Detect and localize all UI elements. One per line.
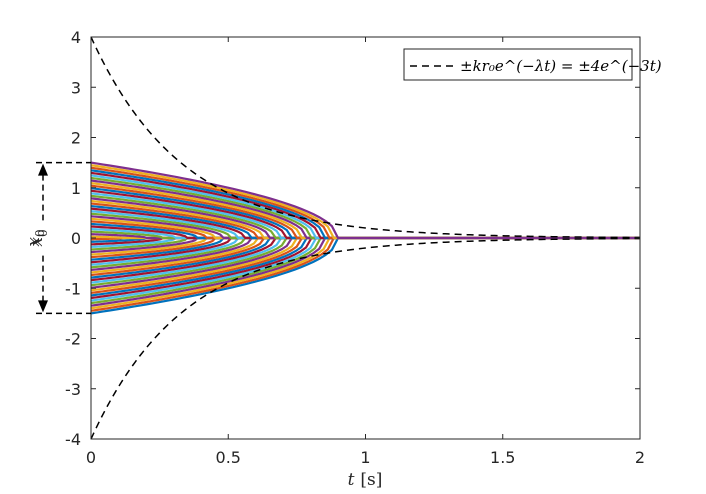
- trajectory-line: [91, 192, 640, 240]
- legend: ±kr₀e^(−λt) = ±4e^(−3t): [403, 48, 662, 81]
- y-tick-label: 0: [71, 229, 81, 248]
- y-tick-label: 3: [71, 78, 81, 97]
- x-tick-label: 0: [86, 448, 96, 467]
- trajectory-line: [91, 225, 640, 240]
- trajectory-line: [91, 210, 640, 240]
- trajectory-line: [91, 236, 640, 287]
- trajectory-line: [91, 204, 640, 240]
- trajectory-line: [91, 236, 640, 251]
- x-tick-label: 1.5: [490, 448, 515, 467]
- trajectory-line: [91, 236, 640, 300]
- envelope-upper-line: [91, 37, 640, 239]
- legend-box: [403, 48, 633, 81]
- y-tick-label: -1: [65, 279, 81, 298]
- trajectory-line: [91, 220, 640, 240]
- trajectory-line: [91, 236, 640, 295]
- trajectory-line: [91, 236, 640, 289]
- x0-range-annotation: x0: [24, 161, 91, 315]
- trajectory-line: [91, 176, 640, 240]
- trajectory-line: [91, 179, 640, 240]
- x0-arrowhead-up: [38, 163, 48, 176]
- trajectory-line: [91, 236, 640, 284]
- trajectory-line: [91, 161, 640, 240]
- y-tick-label: -4: [65, 430, 81, 449]
- trajectory-line: [91, 233, 640, 240]
- trajectory-line: [91, 236, 640, 264]
- trajectory-line: [91, 207, 640, 240]
- trajectory-line: [91, 197, 640, 240]
- y-tick-label: 1: [71, 179, 81, 198]
- trajectory-line: [91, 236, 640, 259]
- trajectory-line: [91, 236, 640, 269]
- trajectory-line: [91, 215, 640, 240]
- trajectory-line: [91, 174, 640, 240]
- trajectory-line: [91, 181, 640, 240]
- trajectory-line: [91, 236, 640, 254]
- trajectory-line: [91, 236, 640, 279]
- trajectory-line: [91, 236, 640, 277]
- trajectory-line: [91, 236, 640, 305]
- trajectory-line: [91, 202, 640, 240]
- trajectory-group: [91, 161, 640, 315]
- trajectory-line: [91, 199, 640, 240]
- trajectory-line: [91, 236, 640, 302]
- trajectory-line: [91, 236, 640, 249]
- x0-arrowhead-down: [38, 300, 48, 313]
- axis-ticks: 0 0.5 1 1.5 2 4 3 2 1 0 -1 -2 -3 -4: [65, 28, 645, 467]
- x-axis-label: t [s]: [348, 470, 383, 490]
- trajectory-line: [91, 222, 640, 240]
- y-tick-label: 2: [71, 129, 81, 148]
- trajectory-line: [91, 169, 640, 240]
- trajectory-line: [91, 166, 640, 240]
- trajectory-line: [91, 236, 640, 282]
- legend-entry-envelope: ±kr₀e^(−λt) = ±4e^(−3t): [460, 57, 662, 75]
- x0-annotation-label: x0: [24, 229, 47, 246]
- trajectory-line: [91, 217, 640, 240]
- trajectory-line: [91, 236, 640, 315]
- trajectory-line: [91, 230, 640, 240]
- trajectory-line: [91, 194, 640, 240]
- envelope-lower-line: [91, 237, 640, 439]
- trajectory-line: [91, 184, 640, 240]
- trajectory-line: [91, 227, 640, 240]
- trajectory-line: [91, 236, 640, 307]
- x-tick-label: 0.5: [216, 448, 241, 467]
- trajectory-line: [91, 236, 640, 274]
- trajectory-line: [91, 236, 640, 297]
- trajectory-line: [91, 236, 640, 246]
- trajectory-line: [91, 189, 640, 240]
- y-axis-label: x0: [27, 229, 50, 246]
- trajectory-line: [91, 236, 640, 256]
- y-tick-label: -2: [65, 330, 81, 349]
- y-tick-label: -3: [65, 380, 81, 399]
- trajectory-line: [91, 236, 640, 292]
- trajectory-line: [91, 187, 640, 240]
- trajectory-line: [91, 171, 640, 240]
- trajectory-line: [91, 236, 640, 310]
- trajectory-line: [91, 235, 640, 240]
- trajectory-line: [91, 236, 640, 243]
- x-tick-label: 2: [635, 448, 645, 467]
- y-tick-label: 4: [71, 28, 81, 47]
- trajectory-line: [91, 236, 640, 261]
- x-tick-label: 1: [360, 448, 370, 467]
- trajectory-line: [91, 236, 640, 272]
- envelope-group: [91, 37, 640, 439]
- trajectory-line: [91, 236, 640, 266]
- trajectory-line: [91, 212, 640, 240]
